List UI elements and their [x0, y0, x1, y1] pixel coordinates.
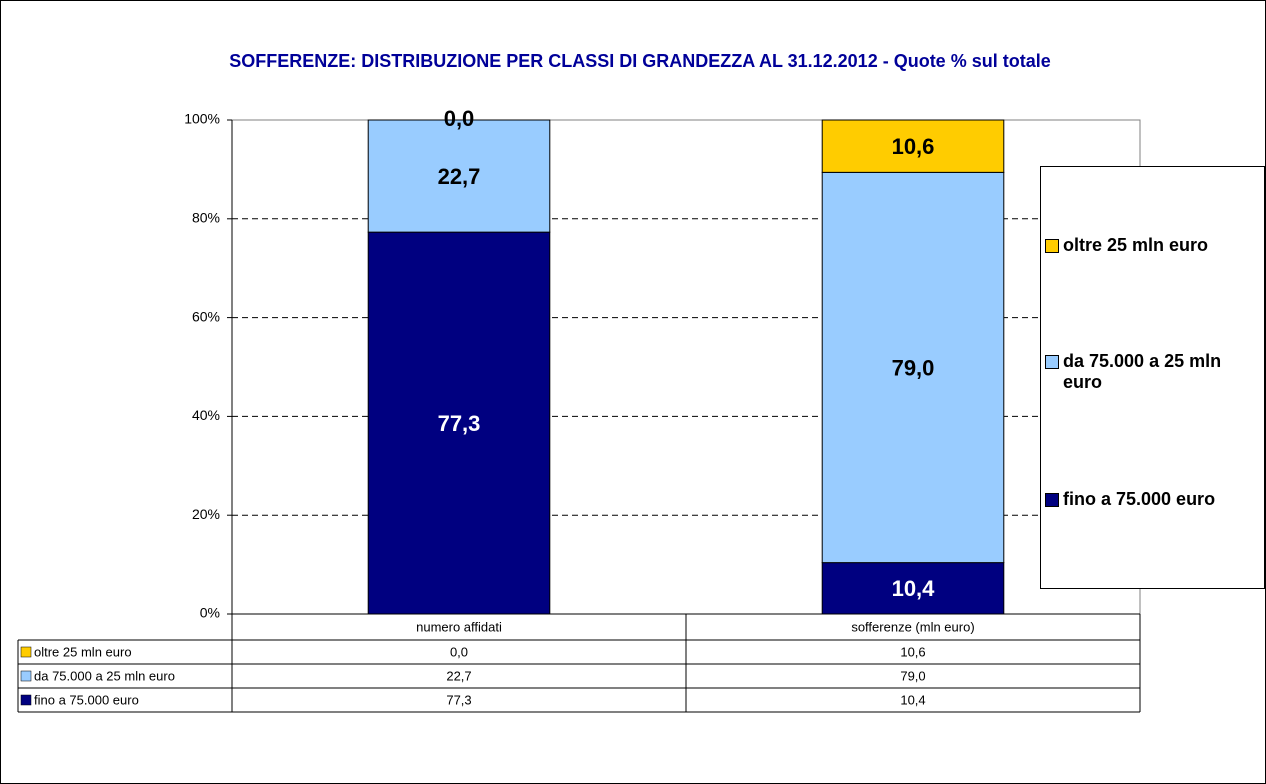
table-cell: 77,3: [446, 692, 471, 707]
legend-swatch: [1045, 493, 1059, 508]
data-label: 0,0: [444, 106, 475, 131]
table-cell: 10,4: [900, 692, 925, 707]
legend-label: oltre 25 mln euro: [1063, 234, 1209, 255]
data-label: 10,4: [892, 576, 936, 601]
chart-title: SOFFERENZE: DISTRIBUZIONE PER CLASSI DI …: [229, 51, 1050, 71]
data-label: 22,7: [438, 164, 481, 189]
table-cell: 79,0: [900, 668, 925, 683]
y-tick-label: 40%: [192, 407, 220, 423]
y-tick-label: 100%: [184, 111, 220, 127]
data-label: 10,6: [892, 134, 935, 159]
legend-item: oltre 25 mln euro: [1041, 235, 1264, 256]
bar-segment: [367, 119, 551, 233]
table-row-label: oltre 25 mln euro: [34, 644, 132, 659]
y-tick-label: 60%: [192, 308, 220, 324]
table-row-label: fino a 75.000 euro: [34, 692, 139, 707]
legend-item: da 75.000 a 25 mln euro: [1041, 351, 1264, 393]
table-cell: 22,7: [446, 668, 471, 683]
y-tick-label: 20%: [192, 506, 220, 522]
bar-segment: [367, 231, 551, 615]
legend-swatch: [1045, 238, 1059, 253]
y-tick-label: 0%: [200, 605, 220, 621]
legend-item: fino a 75.000 euro: [1041, 489, 1264, 510]
table-header: sofferenze (mln euro): [851, 619, 974, 634]
table-swatch: [20, 646, 32, 658]
legend-label: fino a 75.000 euro: [1063, 489, 1216, 510]
data-label: 77,3: [438, 411, 481, 436]
legend-swatch: [1045, 355, 1059, 370]
y-tick-label: 80%: [192, 210, 220, 226]
table-cell: 0,0: [450, 644, 468, 659]
table-cell: 10,6: [900, 644, 925, 659]
data-label: 79,0: [892, 355, 935, 380]
bar-segment: [821, 562, 1005, 615]
legend: oltre 25 mln euro da 75.000 a 25 mln euro…: [1040, 166, 1265, 589]
table-swatch: [20, 670, 32, 682]
bar-segment: [821, 119, 1005, 173]
legend-label: da 75.000 a 25 mln euro: [1063, 351, 1222, 393]
table-header: numero affidati: [416, 619, 502, 634]
table-row-label: da 75.000 a 25 mln euro: [34, 668, 175, 683]
table-swatch: [20, 694, 32, 706]
bar-segment: [821, 171, 1005, 564]
